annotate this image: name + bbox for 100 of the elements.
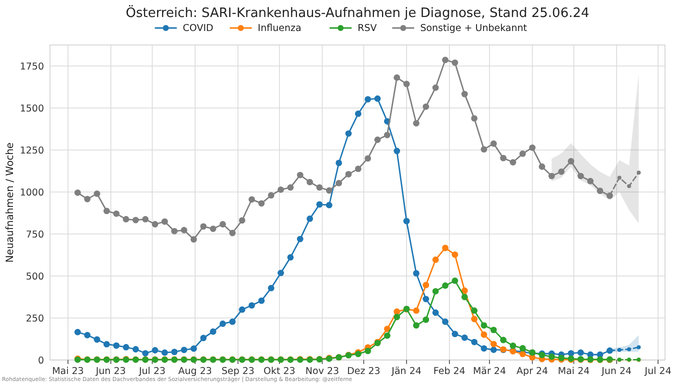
point (510, 342, 516, 349)
point (238, 306, 246, 313)
point (480, 322, 488, 329)
point (296, 236, 304, 242)
point (84, 332, 91, 338)
point (422, 316, 430, 323)
point (452, 330, 458, 338)
y-tick-label: 1500 (20, 104, 44, 114)
point (287, 184, 294, 191)
point (548, 172, 555, 180)
point (74, 328, 81, 336)
x-tick-label: Jun 23 (94, 366, 126, 377)
point (432, 309, 439, 316)
point (162, 349, 168, 356)
point (162, 218, 168, 225)
point (278, 270, 284, 276)
point (180, 346, 188, 354)
point (384, 132, 390, 138)
point (577, 172, 584, 180)
point (122, 216, 130, 222)
point (490, 326, 497, 334)
point (422, 296, 430, 302)
point (180, 226, 188, 234)
point (384, 332, 390, 339)
point (152, 221, 158, 228)
point (364, 348, 372, 354)
point (316, 184, 323, 191)
point (142, 216, 149, 222)
point (306, 178, 314, 186)
point (229, 230, 236, 236)
point (84, 196, 91, 202)
x-tick-label: Apr 24 (516, 366, 548, 377)
point (548, 353, 555, 360)
point (432, 256, 439, 263)
y-tick-label: 0 (38, 356, 44, 366)
point (374, 136, 381, 143)
point (442, 56, 448, 64)
point (336, 160, 342, 166)
point (422, 282, 430, 288)
x-tick-label: Feb 24 (433, 366, 466, 377)
point (190, 345, 197, 352)
point (568, 350, 574, 356)
point (617, 176, 622, 180)
x-tick-label: Jul 24 (644, 366, 672, 377)
point (413, 307, 420, 314)
point (627, 347, 632, 352)
point (490, 346, 497, 353)
point (152, 347, 158, 354)
point (480, 345, 488, 352)
point (336, 180, 342, 186)
point (538, 163, 546, 170)
point (413, 270, 420, 277)
point (258, 297, 265, 304)
point (587, 178, 594, 184)
point (558, 168, 565, 175)
point (278, 186, 284, 193)
y-tick-label: 500 (26, 272, 44, 282)
y-tick-label: 1750 (20, 62, 44, 72)
point (364, 96, 372, 102)
x-tick-label: Jun 24 (600, 366, 632, 377)
point (103, 208, 110, 214)
point (413, 322, 420, 329)
point (617, 348, 622, 352)
point (268, 284, 274, 292)
point (529, 144, 536, 151)
point (345, 130, 352, 137)
point (113, 342, 120, 349)
point (132, 216, 139, 224)
point (471, 316, 478, 322)
point (210, 328, 216, 335)
point (210, 226, 216, 232)
point (432, 84, 439, 91)
point (200, 334, 207, 342)
point (74, 189, 81, 196)
y-tick-label: 750 (26, 230, 44, 240)
point (248, 196, 255, 203)
point (345, 170, 352, 178)
point (268, 192, 274, 199)
point (142, 350, 149, 356)
y-tick-label: 1250 (20, 146, 44, 156)
point (171, 348, 178, 356)
point (490, 340, 497, 348)
point (238, 217, 246, 224)
point (94, 190, 100, 197)
point (171, 228, 178, 234)
point (461, 287, 468, 294)
point (220, 320, 226, 327)
point (394, 74, 400, 81)
point (471, 307, 478, 314)
point (258, 200, 265, 207)
point (461, 334, 468, 341)
y-tick-label: 1000 (20, 188, 44, 198)
point (452, 59, 458, 66)
x-tick-label: Jän 24 (390, 366, 422, 377)
point (442, 318, 448, 325)
point (442, 282, 448, 289)
x-tick-label: Okt 23 (264, 366, 296, 377)
point (510, 159, 516, 166)
legend-label: Sonstige + Unbekannt (420, 23, 528, 34)
point (480, 146, 488, 153)
